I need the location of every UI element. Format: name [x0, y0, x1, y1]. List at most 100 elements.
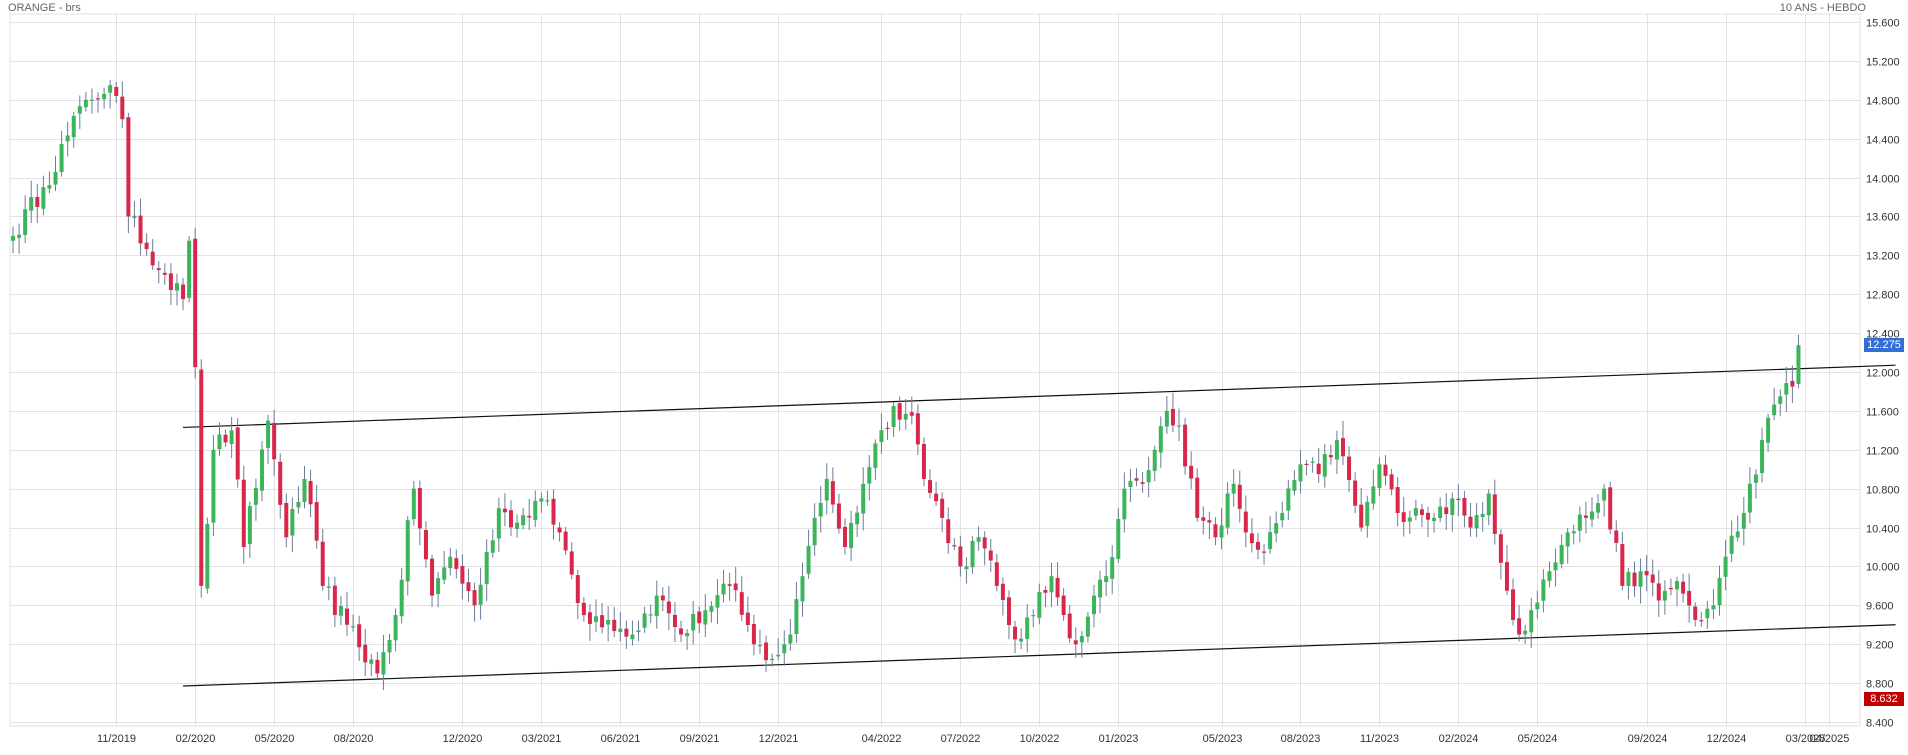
candle-up: [205, 524, 210, 589]
candle-up: [1280, 512, 1285, 521]
candle-up: [1626, 571, 1631, 586]
x-tick-label: 09/2021: [680, 733, 720, 745]
candle-up: [1128, 480, 1133, 488]
candle-up: [1547, 571, 1552, 581]
candle-up: [1231, 483, 1236, 494]
candle-down: [162, 272, 167, 275]
candle-down: [587, 612, 592, 624]
y-tick-label: 10.800: [1866, 485, 1900, 497]
y-tick-label: 15.600: [1866, 18, 1900, 30]
candle-down: [96, 98, 101, 100]
candle-up: [1741, 512, 1746, 529]
candle-down: [1237, 484, 1242, 509]
candle-down: [168, 273, 173, 290]
candle-up: [478, 584, 483, 605]
candle-down: [733, 583, 738, 591]
candle-down: [988, 550, 993, 561]
candle-up: [71, 115, 76, 138]
candle-up: [788, 634, 793, 644]
candle-down: [915, 413, 920, 445]
candle-up: [247, 506, 252, 545]
candle-down: [430, 558, 435, 596]
y-tick-label: 9.200: [1866, 640, 1894, 652]
candle-up: [1085, 616, 1090, 637]
low-marker-badge: 8.632: [1864, 692, 1904, 707]
candle-up: [1760, 440, 1765, 473]
candle-up: [1474, 515, 1479, 529]
candle-down: [1140, 482, 1145, 484]
candle-up: [1753, 474, 1758, 483]
candle-up: [1778, 396, 1783, 404]
candle-up: [891, 406, 896, 427]
candle-down: [1340, 438, 1345, 457]
candle-up: [1031, 615, 1036, 617]
x-tick-label: 10/2022: [1020, 733, 1060, 745]
candle-up: [1413, 508, 1418, 516]
candle-up: [381, 652, 386, 675]
candle-down: [150, 251, 155, 266]
x-tick-label: 07/2022: [941, 733, 981, 745]
candle-down: [466, 582, 471, 592]
x-tick-label: 11/2023: [1360, 733, 1399, 745]
candle-up: [970, 540, 975, 568]
candle-up: [1772, 404, 1777, 416]
candle-down: [1468, 516, 1473, 528]
candle-down: [1644, 571, 1649, 576]
y-tick-label: 14.000: [1866, 174, 1900, 186]
candle-up: [782, 644, 787, 654]
candle-down: [241, 479, 246, 547]
candle-down: [624, 628, 629, 637]
candle-down: [357, 624, 362, 648]
candle-down: [284, 503, 289, 538]
candle-up: [47, 185, 52, 189]
candle-up: [1675, 581, 1680, 590]
candle-up: [217, 434, 222, 450]
candle-down: [830, 481, 835, 505]
candle-down: [199, 369, 204, 586]
candle-up: [824, 478, 829, 501]
candle-up: [618, 628, 623, 633]
x-tick-label: 02/2024: [1439, 733, 1479, 745]
candle-up: [770, 658, 775, 661]
candle-up: [29, 197, 34, 211]
candle-up: [1602, 488, 1607, 501]
candle-down: [1353, 480, 1358, 506]
candle-up: [1310, 461, 1315, 463]
candle-down: [375, 659, 380, 674]
candle-up: [594, 616, 599, 622]
candle-down: [563, 531, 568, 551]
candle-up: [1747, 483, 1752, 513]
candle-down: [502, 508, 507, 513]
candle-up: [17, 234, 22, 238]
candle-up: [369, 659, 374, 664]
candle-up: [253, 487, 258, 505]
candle-up: [1535, 602, 1540, 610]
candle-up: [41, 187, 46, 209]
y-tick-label: 12.800: [1866, 290, 1900, 302]
y-tick-label: 14.400: [1866, 135, 1900, 147]
y-tick-label: 11.600: [1866, 407, 1899, 419]
candle-up: [1365, 501, 1370, 526]
candle-down: [600, 615, 605, 628]
candle-down: [946, 519, 951, 544]
candle-up: [1729, 535, 1734, 554]
candle-up: [1177, 425, 1182, 427]
candle-down: [1699, 620, 1704, 622]
candle-down: [952, 545, 957, 547]
candle-down: [1614, 530, 1619, 543]
candle-up: [411, 488, 416, 520]
candle-down: [1656, 583, 1661, 601]
candle-up: [1723, 556, 1728, 577]
candle-down: [193, 238, 198, 368]
candle-up: [1407, 517, 1412, 522]
candle-up: [174, 283, 179, 291]
candle-down: [836, 503, 841, 529]
candle-up: [1292, 480, 1297, 491]
candle-down: [1401, 512, 1406, 522]
candle-up: [1158, 426, 1163, 453]
x-tick-label: 03/2021: [522, 733, 562, 745]
y-tick-label: 15.200: [1866, 57, 1900, 69]
candle-up: [1523, 630, 1528, 635]
candle-up: [1098, 579, 1103, 598]
candle-up: [654, 595, 659, 617]
